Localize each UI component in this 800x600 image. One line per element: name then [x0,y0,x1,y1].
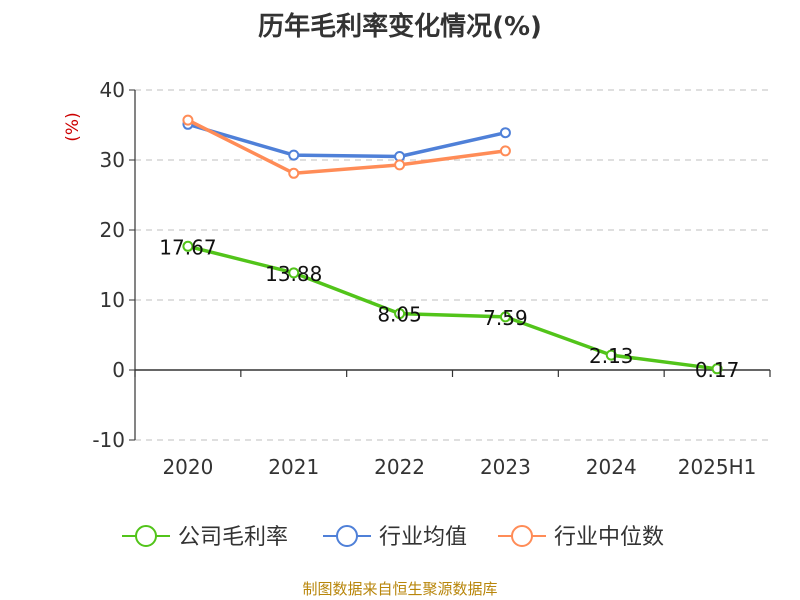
data-point [499,145,511,157]
data-point [394,159,406,171]
y-tick-label: -10 [92,428,125,452]
data-point [394,308,406,320]
data-label: 8.05 [377,303,422,327]
series-line-2 [187,118,506,176]
source-footer: 制图数据来自恒生聚源数据库 [302,580,498,598]
data-label: 0.17 [695,358,740,382]
y-tick-label: 10 [100,288,125,312]
data-point [288,267,300,279]
series-layer [182,114,723,375]
x-tick-label: 2021 [268,455,319,479]
y-tick-label: 40 [100,78,125,102]
legend-label: 行业均值 [379,525,467,550]
data-point [182,240,194,252]
data-point [605,349,617,361]
data-label-layer: 17.67 13.88 8.05 7.59 2.13 0.17 [159,235,739,382]
chart-title: 历年毛利率变化情况(%) [258,12,542,42]
data-point [288,167,300,179]
x-tick-label: 2023 [480,455,531,479]
data-point [499,311,511,323]
grid-layer [135,89,770,441]
legend-item-0: 公司毛利率 [122,525,288,550]
legend-label: 公司毛利率 [178,525,288,550]
data-label: 7.59 [483,306,528,330]
legend-swatch-marker [336,525,358,547]
x-tick-label: 2022 [374,455,425,479]
data-point [288,149,300,161]
legend-swatch-marker [135,525,157,547]
legend-item-1: 行业均值 [323,525,467,550]
legend-swatch-marker [511,525,533,547]
data-point [182,114,194,126]
data-label: 2.13 [589,344,634,368]
data-point [499,127,511,139]
data-label: 17.67 [159,235,216,259]
x-tick-label: 2024 [586,455,637,479]
y-tick-label: 0 [112,358,125,382]
y-tick-label: 30 [100,148,125,172]
axis-layer: -10 0 10 20 30 40 2020 2021 2022 2023 2024 2025H1 (%… [63,78,771,479]
legend: 公司毛利率 行业均值 行业中位数 [122,525,664,550]
y-axis-unit-label: (%) [63,112,83,141]
series-line-1 [187,122,506,159]
data-label: 13.88 [265,262,322,286]
series-line-0 [187,244,718,371]
x-tick-label: 2025H1 [678,455,757,479]
y-tick-label: 20 [100,218,125,242]
legend-item-2: 行业中位数 [498,525,664,550]
x-tick-label: 2020 [162,455,213,479]
data-point [711,363,723,375]
legend-label: 行业中位数 [554,525,664,550]
